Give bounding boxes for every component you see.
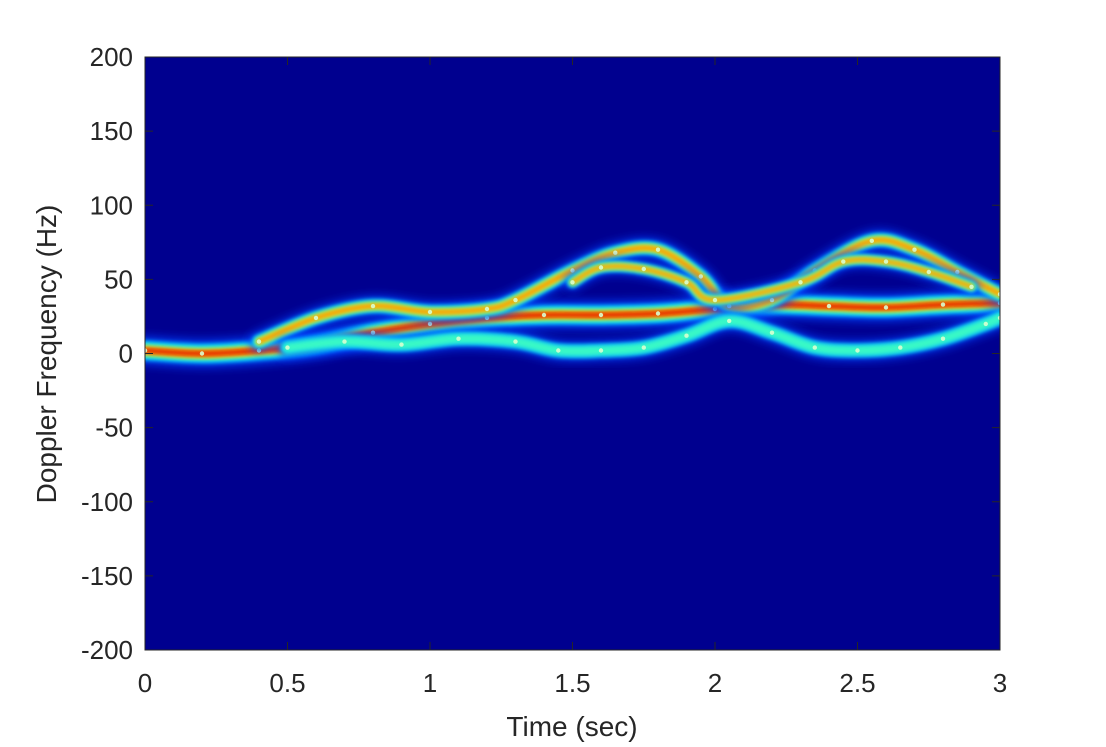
y-axis-label: Doppler Frequency (Hz) <box>31 205 62 504</box>
x-tick-label: 2 <box>708 668 722 698</box>
trace-point <box>641 266 646 272</box>
trace-point <box>541 312 547 318</box>
trace-point <box>997 292 1000 297</box>
trace-point <box>983 321 988 327</box>
trace-point <box>855 348 860 353</box>
trace-point <box>598 312 604 318</box>
trace-point <box>256 339 262 344</box>
spectrogram-trace <box>564 251 980 308</box>
y-tick-label: -50 <box>95 413 133 443</box>
y-tick-label: -150 <box>81 561 133 591</box>
y-axis: 200 150 100 50 0 -50 -100 -150 -200 <box>81 42 1000 665</box>
trace-point <box>556 348 561 353</box>
x-tick-label: 1 <box>423 668 437 698</box>
y-tick-label: 0 <box>119 339 133 369</box>
trace-point <box>513 297 518 303</box>
trace-point <box>912 247 917 252</box>
x-axis: 0 0.5 1 1.5 2 2.5 3 <box>138 57 1007 698</box>
trace-point <box>370 303 376 309</box>
spectrogram-trace <box>249 230 1000 352</box>
trace-point <box>940 302 946 307</box>
trace-point <box>285 345 290 350</box>
trace-point <box>145 348 148 353</box>
trace-point <box>883 305 889 310</box>
trace-point <box>313 315 319 321</box>
trace-point <box>484 306 490 312</box>
trace-point <box>969 284 974 289</box>
trace-point <box>427 309 433 315</box>
y-tick-label: -200 <box>81 635 133 665</box>
trace-point <box>883 259 889 264</box>
trace-point <box>712 297 718 303</box>
trace-point <box>698 274 703 279</box>
trace-point <box>769 330 775 335</box>
trace-point <box>869 238 874 243</box>
trace-point <box>513 339 518 344</box>
trace-band <box>570 257 974 302</box>
trace-point <box>570 280 575 285</box>
x-tick-label: 3 <box>993 668 1007 698</box>
x-tick-label: 0.5 <box>269 668 305 698</box>
x-axis-label: Time (sec) <box>506 711 637 742</box>
x-tick-label: 0 <box>138 668 152 698</box>
trace-point <box>598 348 604 353</box>
trace-point <box>798 280 803 285</box>
x-tick-label: 2.5 <box>839 668 875 698</box>
trace-point <box>812 345 817 350</box>
trace-point <box>655 247 661 252</box>
trace-point <box>570 268 575 273</box>
trace-point <box>684 333 689 338</box>
trace-point <box>684 280 689 285</box>
trace-point <box>940 336 946 341</box>
trace-point <box>769 297 775 303</box>
trace-point <box>898 345 903 350</box>
trace-point <box>997 315 1000 321</box>
trace-point <box>456 336 461 341</box>
spectrogram-trace <box>277 308 1000 361</box>
trace-point <box>641 345 646 350</box>
y-tick-label: 100 <box>90 190 133 220</box>
trace-point <box>399 342 404 347</box>
trace-point <box>342 339 347 344</box>
trace-point <box>199 351 205 356</box>
x-tick-label: 1.5 <box>554 668 590 698</box>
y-tick-label: 50 <box>104 264 133 294</box>
trace-point <box>841 259 846 264</box>
y-tick-label: 200 <box>90 42 133 72</box>
trace-point <box>926 269 931 275</box>
y-tick-label: -100 <box>81 487 133 517</box>
y-tick-label: 150 <box>90 116 133 146</box>
trace-point <box>613 250 618 255</box>
trace-point <box>655 311 661 316</box>
trace-point <box>727 318 732 324</box>
trace-point <box>598 265 604 270</box>
spectrogram-heat-layer <box>145 230 1000 367</box>
trace-point <box>826 303 832 309</box>
trace-point <box>427 321 433 327</box>
